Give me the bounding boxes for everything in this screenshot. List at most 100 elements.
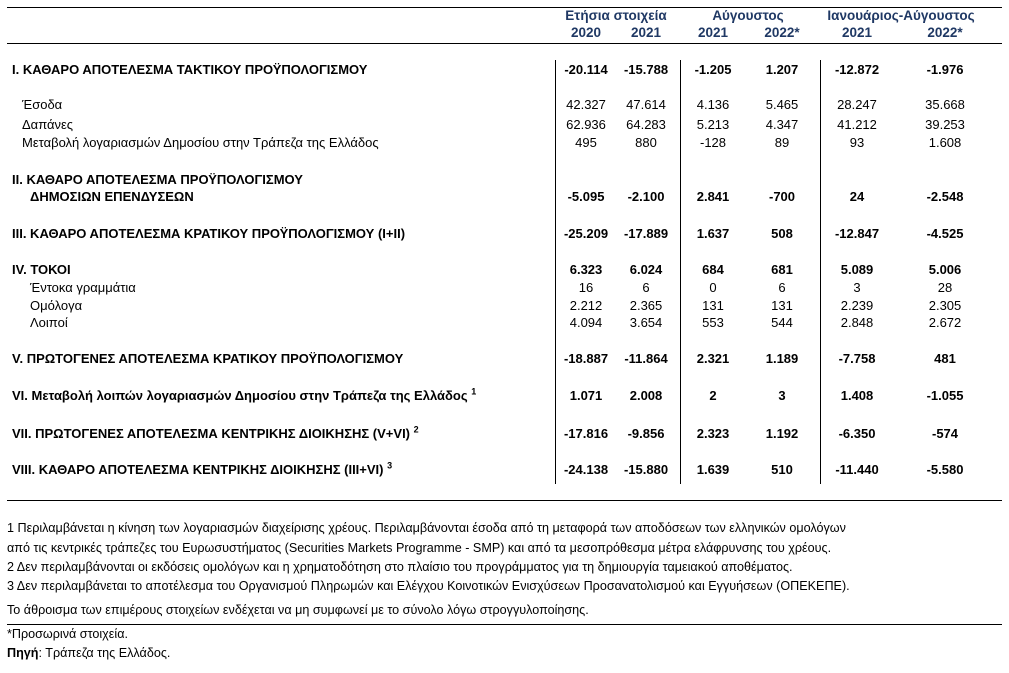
row-label-text: VII. ΠΡΩΤΟΓΕΝΕΣ ΑΠΟΤΕΛΕΣΜΑ ΚΕΝΤΡΙΚΗΣ ΔΙΟ… bbox=[12, 426, 411, 441]
table-cell: -2.100 bbox=[627, 189, 665, 204]
table-cell: 684 bbox=[702, 262, 724, 277]
row-label-text: I. ΚΑΘΑΡΟ ΑΠΟΤΕΛΕΣΜΑ ΤΑΚΤΙΚΟΥ ΠΡΟΫΠΟΛΟΓΙ… bbox=[12, 62, 368, 77]
table-cell: 1.207 bbox=[765, 62, 799, 77]
row-label: III. ΚΑΘΑΡΟ ΑΠΟΤΕΛΕΣΜΑ ΚΡΑΤΙΚΟΥ ΠΡΟΫΠΟΛΟ… bbox=[12, 226, 405, 242]
table-cell: -2.548 bbox=[926, 189, 964, 204]
row-label: Ομόλογα bbox=[30, 298, 82, 314]
table-cell: -1.205 bbox=[694, 62, 732, 77]
footnote-1: 1 Περιλαμβάνεται η κίνηση των λογαριασμώ… bbox=[7, 521, 846, 535]
source-note: Πηγή: Τράπεζα της Ελλάδος. bbox=[7, 645, 170, 661]
source-text: : Τράπεζα της Ελλάδος. bbox=[38, 646, 171, 660]
table-cell: -700 bbox=[768, 189, 796, 204]
footnote-1-cont: από τις κεντρικές τράπεζες του Ευρωσυστή… bbox=[7, 541, 832, 555]
table-cell: 5.465 bbox=[765, 97, 799, 112]
row-label-text: III. ΚΑΘΑΡΟ ΑΠΟΤΕΛΕΣΜΑ ΚΡΑΤΙΚΟΥ ΠΡΟΫΠΟΛΟ… bbox=[12, 226, 406, 241]
table-cell: 510 bbox=[771, 462, 793, 477]
row-label-text: Ομόλογα bbox=[30, 298, 83, 313]
table-cell: -5.095 bbox=[567, 189, 605, 204]
table-cell: -12.847 bbox=[834, 226, 880, 241]
table-cell: 62.936 bbox=[566, 117, 606, 132]
table-cell: 41.212 bbox=[837, 117, 877, 132]
table-cell: 1.637 bbox=[696, 226, 730, 241]
table-cell: 1.408 bbox=[840, 388, 874, 403]
header-group-jan-aug: Ιανουάριος-Αύγουστος bbox=[827, 8, 975, 23]
table-cell: 553 bbox=[702, 315, 724, 330]
table-cell: 2.365 bbox=[629, 298, 663, 313]
table-cell: 28 bbox=[937, 280, 953, 295]
table-cell: 5.089 bbox=[840, 262, 874, 277]
row-label: VIII. ΚΑΘΑΡΟ ΑΠΟΤΕΛΕΣΜΑ ΚΕΝΤΡΙΚΗΣ ΔΙΟΙΚΗ… bbox=[12, 461, 392, 478]
table-cell: 4.136 bbox=[696, 97, 730, 112]
header-year: 2021 bbox=[697, 25, 729, 40]
table-cell: 4.094 bbox=[569, 315, 603, 330]
table-cell: 0 bbox=[709, 280, 717, 295]
table-cell: -1.055 bbox=[926, 388, 964, 403]
table-cell: -18.887 bbox=[563, 351, 609, 366]
table-cell: 1.189 bbox=[765, 351, 799, 366]
row-label: IV. ΤΟΚΟΙ bbox=[12, 262, 71, 278]
table-cell: 64.283 bbox=[626, 117, 666, 132]
table-cell: 495 bbox=[575, 135, 597, 150]
row-label: Δαπάνες bbox=[22, 117, 73, 133]
table-cell: 544 bbox=[771, 315, 793, 330]
header-year: 2021 bbox=[841, 25, 873, 40]
table-cell: 89 bbox=[774, 135, 790, 150]
table-cell: 508 bbox=[771, 226, 793, 241]
column-divider bbox=[680, 60, 681, 484]
table-cell: -4.525 bbox=[926, 226, 964, 241]
row-label: Έσοδα bbox=[22, 97, 62, 113]
table-cell: -20.114 bbox=[564, 62, 608, 77]
header-year: 2020 bbox=[570, 25, 602, 40]
table-cell: 2.848 bbox=[840, 315, 874, 330]
table-cell: 2.212 bbox=[569, 298, 603, 313]
table-cell: -15.880 bbox=[623, 462, 669, 477]
header-year: 2022* bbox=[764, 25, 800, 40]
row-label-text: IV. ΤΟΚΟΙ bbox=[12, 262, 71, 277]
table-cell: 5.213 bbox=[696, 117, 730, 132]
table-cell: -574 bbox=[931, 426, 959, 441]
header-group-annual: Ετήσια στοιχεία bbox=[565, 8, 667, 23]
table-cell: -15.788 bbox=[623, 62, 669, 77]
row-label: Λοιποί bbox=[30, 315, 68, 331]
row-label-cont: ΔΗΜΟΣΙΩΝ ΕΠΕΝΔΥΣΕΩΝ bbox=[30, 189, 194, 204]
row-label: Έντοκα γραμμάτια bbox=[30, 280, 136, 296]
row-label-text: Δαπάνες bbox=[22, 117, 74, 132]
table-cell: 35.668 bbox=[925, 97, 965, 112]
column-divider bbox=[555, 60, 556, 484]
row-label-text: VI. Μεταβολή λοιπών λογαριασμών Δημοσίου… bbox=[12, 388, 468, 403]
notes-bottom-rule bbox=[7, 624, 1002, 625]
header-bottom-rule bbox=[7, 43, 1002, 44]
table-cell: 5.006 bbox=[928, 262, 962, 277]
row-label-text: Λοιποί bbox=[30, 315, 68, 330]
footnote-3: 3 Δεν περιλαμβάνεται το αποτέλεσμα του Ο… bbox=[7, 579, 850, 593]
row-label-text: VIII. ΚΑΘΑΡΟ ΑΠΟΤΕΛΕΣΜΑ ΚΕΝΤΡΙΚΗΣ ΔΙΟΙΚΗ… bbox=[12, 462, 384, 477]
row-label: VI. Μεταβολή λοιπών λογαριασμών Δημοσίου… bbox=[12, 386, 477, 404]
table-cell: 481 bbox=[934, 351, 956, 366]
footnote-ref: 2 bbox=[413, 424, 419, 435]
table-cell: 2.321 bbox=[696, 351, 730, 366]
row-label: V. ΠΡΩΤΟΓΕΝΕΣ ΑΠΟΤΕΛΕΣΜΑ ΚΡΑΤΙΚΟΥ ΠΡΟΫΠΟ… bbox=[12, 351, 403, 367]
header-group-august: Αύγουστος bbox=[712, 8, 784, 23]
source-label: Πηγή bbox=[7, 646, 39, 660]
table-cell: 131 bbox=[771, 298, 793, 313]
row-label: I. ΚΑΘΑΡΟ ΑΠΟΤΕΛΕΣΜΑ ΤΑΚΤΙΚΟΥ ΠΡΟΫΠΟΛΟΓΙ… bbox=[12, 62, 367, 78]
table-cell: -11.440 bbox=[835, 462, 879, 477]
table-cell: 3.654 bbox=[629, 315, 663, 330]
table-cell: 4.347 bbox=[765, 117, 799, 132]
row-label-text: Έντοκα γραμμάτια bbox=[30, 280, 136, 295]
row-label: Μεταβολή λογαριασμών Δημοσίου στην Τράπε… bbox=[22, 135, 379, 151]
table-cell: 6.024 bbox=[629, 262, 663, 277]
table-top-rule bbox=[7, 7, 1002, 8]
table-cell: -6.350 bbox=[838, 426, 876, 441]
row-label-text: Μεταβολή λογαριασμών Δημοσίου στην Τράπε… bbox=[22, 135, 379, 150]
table-cell: -17.816 bbox=[563, 426, 609, 441]
table-cell: 6 bbox=[778, 280, 786, 295]
table-cell: -5.580 bbox=[926, 462, 964, 477]
table-cell: 681 bbox=[771, 262, 793, 277]
row-label: VII. ΠΡΩΤΟΓΕΝΕΣ ΑΠΟΤΕΛΕΣΜΑ ΚΕΝΤΡΙΚΗΣ ΔΙΟ… bbox=[12, 424, 419, 442]
footnote-2: 2 Δεν περιλαμβάνονται οι εκδόσεις ομολόγ… bbox=[7, 560, 793, 574]
table-cell: 2.008 bbox=[629, 388, 663, 403]
table-cell: 24 bbox=[849, 189, 865, 204]
table-cell: 93 bbox=[849, 135, 865, 150]
footnote-ref: 1 bbox=[471, 386, 477, 397]
